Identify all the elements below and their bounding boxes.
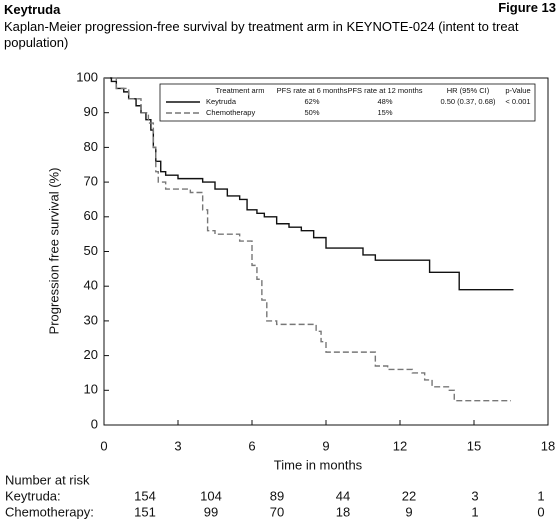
y-tick-label: 40 [84,278,98,293]
x-axis-label: Time in months [274,457,363,472]
y-tick-label: 10 [84,382,98,397]
subtitle: Kaplan-Meier progression-free survival b… [4,19,519,50]
risk-value: 70 [270,504,284,519]
risk-value: 3 [471,488,478,503]
risk-value: 99 [204,504,218,519]
x-tick-label: 6 [248,438,255,453]
legend-header: Treatment arm [216,86,265,95]
risk-value: 44 [336,488,350,503]
risk-value: 89 [270,488,284,503]
x-tick-label: 9 [322,438,329,453]
plot-frame [103,77,549,426]
figure-label: Figure 13 [498,0,556,15]
risk-label: Chemotherapy: [5,504,94,519]
risk-value: 18 [336,504,350,519]
risk-value: 22 [402,488,416,503]
legend-cell: < 0.001 [505,97,530,106]
x-tick-label: 0 [100,438,107,453]
legend-cell: 62% [304,97,319,106]
x-tick-label: 15 [467,438,481,453]
legend-label: Keytruda [206,97,237,106]
risk-title: Number at risk [5,472,90,487]
legend-box [159,83,536,122]
legend-label: Chemotherapy [206,108,255,117]
legend-header: PFS rate at 6 months [277,86,348,95]
y-tick-label: 20 [84,347,98,362]
header: Keytruda Kaplan-Meier progression-free s… [4,2,544,51]
legend-cell: 0.50 (0.37, 0.68) [440,97,496,106]
legend-cell: 48% [377,97,392,106]
y-tick-label: 80 [84,139,98,154]
survival-curve [104,77,511,402]
legend-cell: 50% [304,108,319,117]
y-tick-label: 30 [84,312,98,327]
x-tick-label: 3 [174,438,181,453]
risk-value: 1 [537,488,544,503]
risk-value: 104 [200,488,222,503]
y-tick-label: 60 [84,208,98,223]
y-tick-label: 0 [91,416,98,431]
risk-value: 0 [537,504,544,519]
legend-cell: 15% [377,108,392,117]
x-tick-label: 12 [393,438,407,453]
y-axis-label: Progression free survival (%) [46,168,61,335]
risk-label: Keytruda: [5,488,61,503]
risk-value: 9 [405,504,412,519]
legend-header: p-Value [505,86,530,95]
risk-value: 1 [471,504,478,519]
y-tick-label: 70 [84,174,98,189]
y-tick-label: 50 [84,243,98,258]
x-tick-label: 18 [541,438,555,453]
legend-header: PFS rate at 12 months [347,86,422,95]
risk-value: 151 [134,504,156,519]
y-tick-label: 90 [84,104,98,119]
survival-curve [104,77,514,291]
title: Keytruda [4,2,61,17]
legend-header: HR (95% CI) [447,86,490,95]
risk-value: 154 [134,488,156,503]
y-tick-label: 100 [76,69,98,84]
